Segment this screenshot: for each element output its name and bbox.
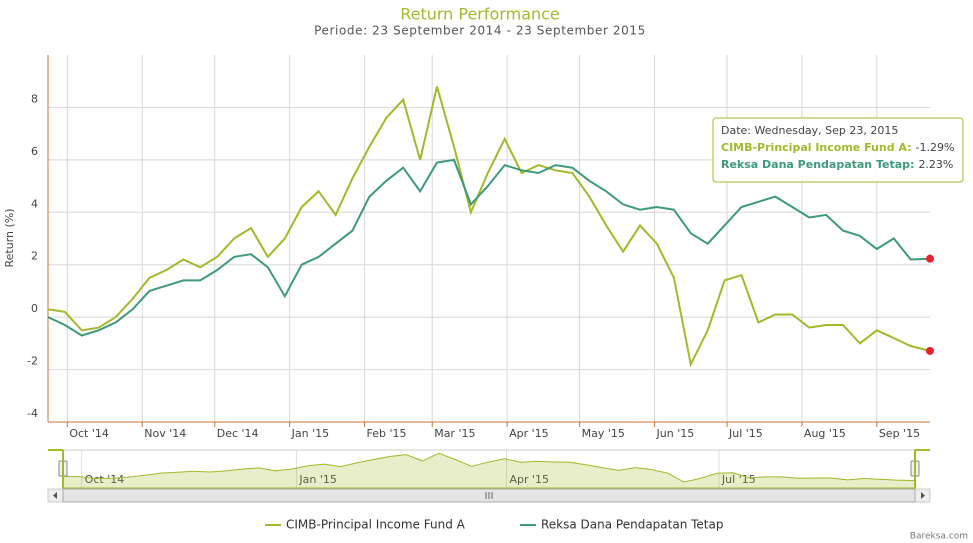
x-tick-label: Sep '15 [879, 427, 920, 440]
navigator-tick-label: Jan '15 [298, 473, 336, 486]
y-tick-label: 2 [31, 250, 38, 263]
tooltip-value: -1.29% [916, 141, 955, 154]
navigator-tick-label: Jul '15 [721, 473, 756, 486]
chart-subtitle: Periode: 23 September 2014 - 23 Septembe… [314, 24, 646, 38]
y-tick-label: -4 [27, 407, 38, 420]
scrollbar-arrow [921, 492, 925, 499]
tooltip-row: Reksa Dana Pendapatan Tetap: 2.23% [721, 158, 953, 171]
x-tick-label: Feb '15 [367, 427, 407, 440]
navigator-tick-label: Apr '15 [510, 473, 550, 486]
x-tick-label: Jan '15 [291, 427, 329, 440]
end-marker [926, 254, 934, 263]
y-axis-title: Return (%) [3, 208, 16, 267]
y-tick-label: 0 [31, 302, 38, 315]
x-tick-label: Apr '15 [509, 427, 549, 440]
tooltip-row: CIMB-Principal Income Fund A: -1.29% [721, 141, 954, 154]
x-tick-label: Nov '14 [144, 427, 186, 440]
tooltip-box [712, 117, 964, 183]
end-marker [926, 346, 934, 355]
x-tick-label: May '15 [582, 427, 625, 440]
tooltip: Date: Wednesday, Sep 23, 2015 CIMB-Princi… [712, 117, 964, 183]
x-tick-label: Jul '15 [728, 427, 763, 440]
x-tick-label: Oct '14 [69, 427, 109, 440]
y-tick-label: 6 [31, 145, 38, 158]
y-tick-label: 4 [31, 197, 38, 210]
scrollbar-grip [485, 492, 493, 499]
credits: Bareksa.com [910, 532, 968, 542]
scrollbar-arrow [53, 492, 57, 499]
navigator-bg [62, 449, 916, 489]
y-tick-label: 8 [31, 92, 38, 105]
x-tick-label: Jun '15 [656, 427, 695, 440]
x-tick-label: Mar '15 [434, 427, 475, 440]
navigator-area [62, 452, 916, 489]
legend-label: Reksa Dana Pendapatan Tetap [541, 518, 723, 532]
series-line [47, 158, 931, 337]
series-line [47, 86, 931, 368]
tooltip-label: CIMB-Principal Income Fund A: [721, 141, 912, 154]
tooltip-value: 2.23% [918, 158, 953, 171]
chart-title: Return Performance [400, 5, 560, 24]
tooltip-date: Date: Wednesday, Sep 23, 2015 [721, 124, 898, 137]
navigator-tick-label: Oct '14 [85, 473, 125, 486]
x-tick-label: Dec '14 [217, 427, 259, 440]
legend-label: CIMB-Principal Income Fund A [286, 518, 466, 532]
y-tick-label: -2 [27, 355, 38, 368]
x-tick-label: Aug '15 [804, 427, 846, 440]
tooltip-label: Reksa Dana Pendapatan Tetap: [721, 158, 914, 171]
